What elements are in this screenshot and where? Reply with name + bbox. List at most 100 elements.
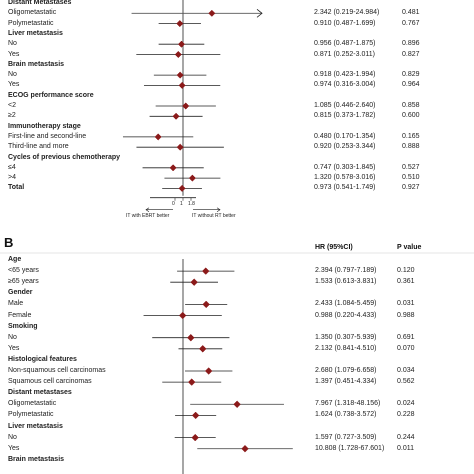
hr-marker	[188, 174, 196, 182]
hr-ci-value: 2.342 (0.219-24.984)	[314, 9, 380, 17]
hr-marker	[191, 411, 200, 420]
hr-ci-value: 0.918 (0.423-1.994)	[314, 71, 376, 79]
hr-marker	[202, 300, 210, 309]
p-value: 0.829	[402, 71, 420, 79]
subgroup-header: Distant Metastases	[8, 0, 72, 6]
x-tick-label: 0	[172, 200, 175, 207]
row-label: Yes	[8, 344, 20, 352]
favors-right-arrowhead	[216, 207, 221, 212]
subgroup-header: Distant metastases	[8, 389, 72, 397]
row-label: Non-squamous cell carcinomas	[8, 367, 106, 374]
subgroup-header: ECOG performance score	[8, 91, 94, 99]
p-value: 0.228	[397, 411, 415, 419]
hr-marker	[154, 133, 162, 141]
hr-marker	[187, 333, 195, 342]
row-label: ≥2	[8, 112, 16, 120]
p-value: 0.011	[397, 444, 414, 452]
hr-marker	[241, 444, 249, 453]
hr-ci-value: 1.624 (0.738-3.572)	[315, 411, 377, 419]
p-value: 0.165	[402, 132, 420, 140]
hr-ci-value: 0.815 (0.373-1.782)	[314, 112, 376, 120]
hr-marker	[187, 378, 196, 386]
row-label: Yes	[8, 81, 20, 89]
favors-left-label: IT with EBRT better	[126, 212, 170, 219]
row-label: No	[8, 40, 17, 48]
row-label: <65 years	[8, 267, 39, 275]
p-value: 0.024	[397, 400, 415, 408]
hr-marker	[176, 20, 184, 28]
hr-ci-value: 1.350 (0.307-5.939)	[315, 333, 377, 341]
p-value: 0.562	[397, 378, 415, 386]
subgroup-header: Total	[8, 184, 25, 192]
subgroup-header: Gender	[8, 289, 33, 297]
hr-ci-value: 0.871 (0.252-3.011)	[314, 50, 375, 58]
row-label: ≥65 years	[8, 278, 39, 286]
row-label: Squamous cell carcinomas	[8, 378, 92, 386]
hr-ci-value: 2.680 (1.079-6.658)	[315, 367, 377, 374]
row-label: First-line and second-line	[8, 132, 87, 140]
row-label: Female	[8, 311, 32, 319]
p-value: 0.896	[402, 40, 420, 48]
row-label: Male	[8, 300, 24, 308]
hr-marker	[176, 71, 184, 79]
p-value: 0.244	[397, 433, 415, 441]
hr-marker	[172, 112, 180, 120]
hr-ci-value: 0.973 (0.541-1.749)	[314, 184, 376, 192]
hr-column-header: HR (95%CI)	[315, 244, 353, 251]
row-label: <2	[8, 102, 16, 109]
p-value: 0.858	[402, 102, 420, 109]
hr-marker	[204, 367, 213, 375]
p-value: 0.691	[397, 333, 415, 341]
hr-marker	[190, 278, 198, 286]
hr-marker	[208, 9, 216, 17]
favors-left-arrowhead	[145, 207, 150, 212]
p-value: 0.361	[397, 278, 415, 286]
row-label: No	[8, 333, 17, 341]
hr-ci-value: 2.394 (0.797-7.189)	[315, 267, 377, 275]
row-label: Yes	[8, 50, 20, 58]
row-label: Yes	[8, 444, 20, 452]
hr-ci-value: 1.533 (0.613-3.831)	[315, 278, 377, 286]
p-value: 0.888	[402, 143, 420, 151]
row-label: Polymetastatic	[8, 411, 54, 419]
hr-ci-value: 0.480 (0.170-1.354)	[314, 132, 376, 140]
ci-arrowhead	[256, 8, 263, 18]
subgroup-header: Cycles of previous chemotherapy	[8, 153, 121, 161]
subgroup-header: Brain metastasis	[8, 455, 65, 463]
row-label: >4	[8, 174, 16, 182]
row-label: ≤4	[8, 163, 16, 171]
p-value: 0.767	[402, 19, 420, 27]
row-label: Third-line and more	[8, 143, 69, 151]
hr-marker	[178, 311, 187, 320]
p-value: 0.481	[402, 9, 420, 17]
hr-ci-value: 0.956 (0.487-1.875)	[314, 40, 376, 48]
x-tick-label: 1	[180, 200, 183, 207]
x-tick-label: 1.8	[188, 200, 195, 207]
hr-marker	[169, 164, 177, 172]
hr-ci-value: 0.910 (0.487-1.699)	[314, 19, 376, 27]
row-label: Oligometastatic	[8, 400, 57, 408]
subgroup-header: Age	[8, 256, 22, 263]
subgroup-header: Histological features	[8, 355, 77, 363]
panel-b-letter: B	[4, 235, 14, 250]
p-value: 0.070	[397, 344, 415, 352]
hr-marker	[174, 50, 182, 59]
hr-marker	[178, 81, 186, 89]
hr-marker	[201, 267, 210, 275]
p-value: 0.964	[402, 81, 420, 89]
row-label: No	[8, 71, 17, 79]
hr-ci-value: 1.085 (0.446-2.640)	[314, 102, 376, 109]
row-label: Oligometastatic	[8, 9, 57, 17]
p-value: 0.827	[402, 50, 420, 58]
row-label: No	[8, 433, 17, 441]
hr-ci-value: 1.597 (0.727-3.509)	[315, 433, 377, 441]
p-value: 0.527	[402, 163, 420, 171]
p-value: 0.120	[397, 267, 415, 275]
hr-ci-value: 10.808 (1.728-67.601)	[315, 444, 385, 452]
p-value: 0.988	[397, 311, 415, 319]
subgroup-header: Brain metastasis	[8, 60, 65, 68]
hr-marker	[176, 143, 184, 151]
hr-ci-value: 0.974 (0.316-3.004)	[314, 81, 376, 89]
hr-ci-value: 2.433 (1.084-5.459)	[315, 300, 377, 308]
